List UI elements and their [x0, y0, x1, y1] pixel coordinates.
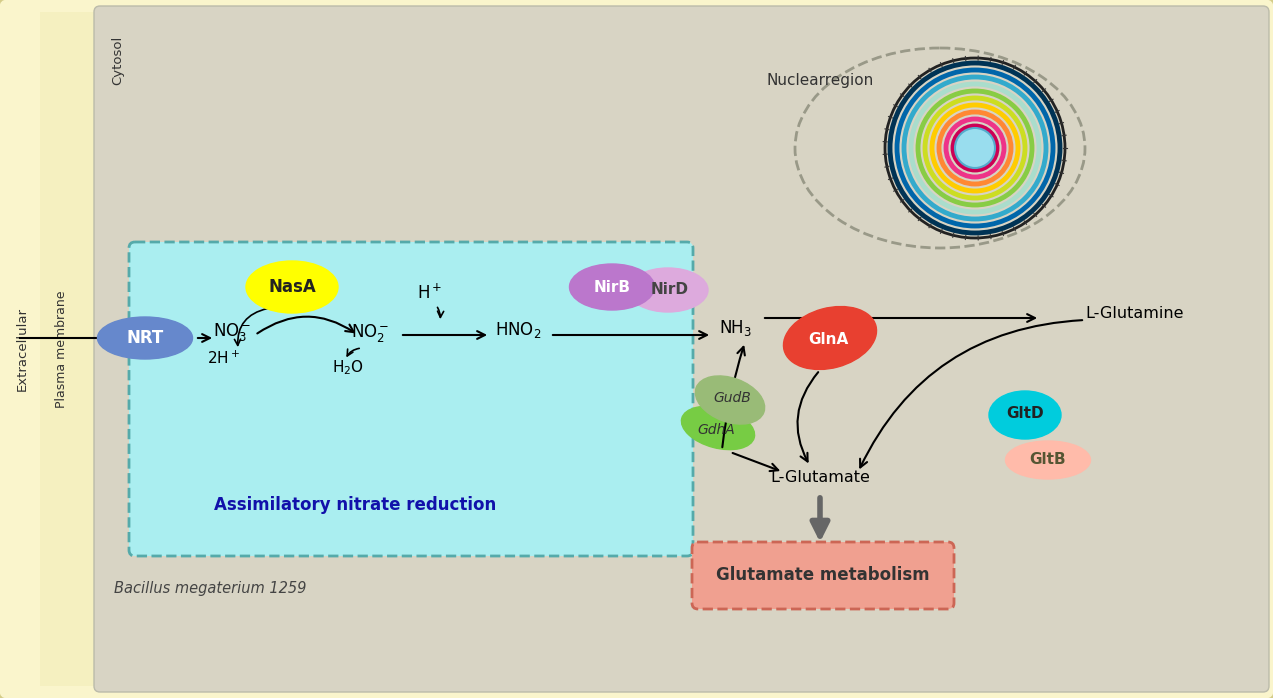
Text: L-Glutamate: L-Glutamate [770, 470, 869, 486]
Ellipse shape [569, 264, 654, 310]
Text: GudB: GudB [713, 391, 751, 405]
Text: Cytosol: Cytosol [112, 36, 125, 84]
Text: GltD: GltD [1006, 406, 1044, 420]
Text: Nuclearregion: Nuclearregion [766, 73, 873, 87]
Text: H$^+$: H$^+$ [418, 283, 443, 303]
Ellipse shape [246, 261, 339, 313]
Ellipse shape [783, 306, 877, 369]
Text: NO$_3^-$: NO$_3^-$ [213, 321, 251, 343]
Text: L-Glutamine: L-Glutamine [1085, 306, 1184, 320]
Text: 2H$^+$: 2H$^+$ [207, 350, 241, 366]
Text: Assimilatory nitrate reduction: Assimilatory nitrate reduction [214, 496, 496, 514]
Ellipse shape [681, 406, 755, 450]
Text: Plasma membrane: Plasma membrane [56, 290, 69, 408]
Text: GdhA: GdhA [698, 423, 735, 437]
Text: NH$_3$: NH$_3$ [718, 318, 751, 338]
FancyBboxPatch shape [129, 242, 693, 556]
FancyBboxPatch shape [693, 542, 953, 609]
FancyBboxPatch shape [39, 12, 108, 686]
Circle shape [955, 128, 995, 168]
Text: HNO$_2$: HNO$_2$ [495, 320, 541, 340]
Text: NRT: NRT [126, 329, 164, 347]
Text: Bacillus megaterium 1259: Bacillus megaterium 1259 [113, 581, 307, 595]
Ellipse shape [628, 268, 708, 312]
Ellipse shape [98, 317, 192, 359]
Text: GlnA: GlnA [808, 332, 848, 348]
FancyBboxPatch shape [94, 6, 1269, 692]
Text: NirB: NirB [593, 279, 630, 295]
Text: Extracellular: Extracellular [15, 307, 28, 391]
Text: GltB: GltB [1030, 452, 1067, 468]
Text: NO$_2^-$: NO$_2^-$ [351, 322, 390, 344]
Ellipse shape [1006, 441, 1091, 479]
Text: NasA: NasA [269, 278, 316, 296]
Text: NirD: NirD [651, 283, 689, 297]
Text: H$_2$O: H$_2$O [332, 359, 364, 378]
Text: Glutamate metabolism: Glutamate metabolism [717, 566, 929, 584]
Ellipse shape [989, 391, 1060, 439]
Ellipse shape [695, 376, 765, 424]
